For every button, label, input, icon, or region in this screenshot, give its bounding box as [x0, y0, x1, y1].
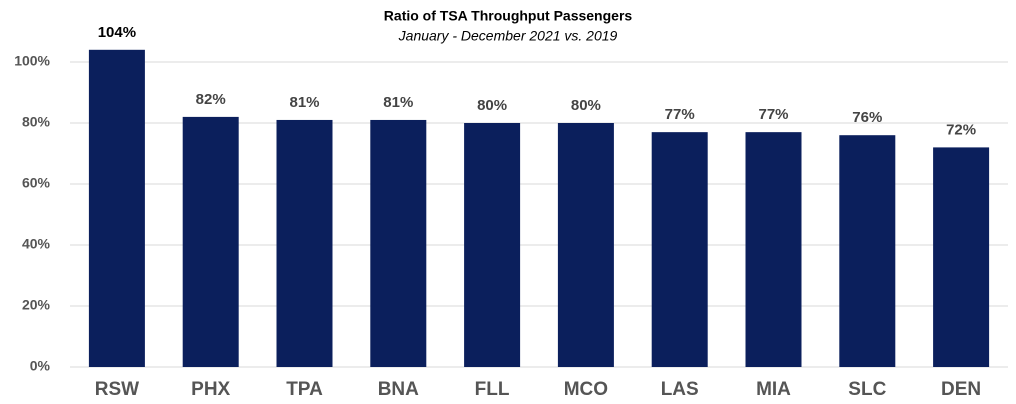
bar: [557, 123, 614, 367]
bar: [839, 135, 896, 367]
data-label: 77%: [758, 106, 788, 123]
y-tick-label: 100%: [14, 53, 50, 69]
chart-subtitle: January - December 2021 vs. 2019: [398, 28, 618, 44]
bar: [464, 123, 521, 367]
data-label: 81%: [383, 94, 413, 111]
y-tick-label: 60%: [22, 175, 51, 191]
x-tick-label: TPA: [286, 379, 323, 400]
x-tick-label: LAS: [661, 379, 699, 400]
bar: [276, 119, 333, 367]
bar: [370, 119, 427, 367]
y-tick-label: 80%: [22, 114, 51, 130]
bar: [933, 147, 990, 367]
data-label: 104%: [98, 24, 136, 41]
data-label: 77%: [665, 106, 695, 123]
y-tick-label: 0%: [30, 358, 51, 374]
x-tick-label: BNA: [378, 379, 419, 400]
chart-title: Ratio of TSA Throughput Passengers: [384, 8, 633, 24]
x-tick-label: MCO: [564, 379, 608, 400]
x-tick-label: DEN: [941, 379, 981, 400]
data-label: 82%: [196, 91, 226, 108]
bar: [88, 49, 145, 368]
bar: [745, 132, 802, 367]
y-tick-label: 20%: [22, 297, 51, 313]
data-label: 76%: [852, 109, 882, 126]
bar: [182, 116, 239, 368]
x-tick-label: MIA: [756, 379, 791, 400]
y-tick-label: 40%: [22, 236, 51, 252]
x-tick-label: SLC: [848, 379, 886, 400]
x-tick-label: RSW: [95, 379, 139, 400]
bar: [651, 132, 708, 367]
x-tick-label: FLL: [475, 379, 510, 400]
data-label: 72%: [946, 121, 976, 138]
data-label: 80%: [571, 97, 601, 114]
data-label: 80%: [477, 97, 507, 114]
data-label: 81%: [289, 94, 319, 111]
x-tick-label: PHX: [191, 379, 230, 400]
